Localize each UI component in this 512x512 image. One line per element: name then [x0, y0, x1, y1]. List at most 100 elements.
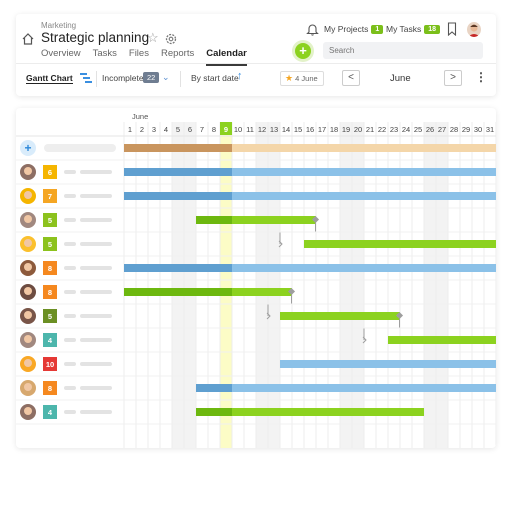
task-bar[interactable]	[124, 168, 496, 176]
avatar-face	[24, 167, 32, 175]
task-bar[interactable]	[280, 312, 400, 320]
subtask-count: 8	[48, 264, 52, 273]
milestone-diamond[interactable]	[287, 287, 296, 296]
dependency-arrow-icon	[278, 240, 283, 248]
gantt-icon[interactable]	[80, 73, 92, 83]
task-progress	[124, 192, 232, 200]
task-name-placeholder	[80, 362, 112, 366]
gantt-chart-card: June 1 2 3 4 5 6 7 8 9 10 11 12 13 14 15 16 17 18 19 20 21 22 2…	[16, 108, 496, 448]
subtask-count: 4	[48, 336, 53, 345]
tab-files[interactable]: Files	[128, 48, 149, 59]
task-bar[interactable]	[304, 240, 496, 248]
sort-dropdown[interactable]: By start date	[191, 73, 239, 83]
dependency-arrow-icon	[362, 336, 367, 344]
task-name-placeholder	[64, 170, 76, 174]
tab-calendar[interactable]: Calendar	[206, 48, 247, 66]
weekend-column	[268, 122, 280, 448]
day-label: 4	[164, 125, 168, 134]
milestone-diamond[interactable]	[395, 311, 404, 320]
today-column	[220, 122, 232, 448]
task-bar[interactable]	[196, 216, 316, 224]
day-label: 8	[212, 125, 216, 134]
task-bar[interactable]	[196, 408, 424, 416]
task-progress	[196, 384, 232, 392]
prev-month-button[interactable]: <	[342, 70, 360, 86]
toolbar-separator	[96, 71, 97, 87]
avatar-face	[24, 191, 32, 199]
task-progress	[196, 408, 232, 416]
avatar-face	[24, 359, 32, 367]
today-label: 4 June	[295, 74, 318, 83]
task-bar[interactable]	[124, 192, 496, 200]
task-bar[interactable]	[124, 264, 496, 272]
subtask-count-badge	[43, 333, 57, 347]
chevron-down-icon[interactable]: ⌄	[162, 72, 170, 82]
home-icon[interactable]	[21, 32, 35, 46]
tab-tasks[interactable]: Tasks	[92, 48, 117, 59]
my-tasks-label: My Tasks	[386, 24, 422, 34]
task-bar[interactable]	[280, 360, 496, 368]
my-projects-link[interactable]: My Projects 1	[324, 24, 384, 34]
today-marker	[220, 122, 232, 135]
day-label: 28	[450, 125, 458, 134]
today-button[interactable]: ★ 4 June	[280, 71, 324, 86]
plus-icon[interactable]: +	[24, 141, 31, 155]
breadcrumb[interactable]: Marketing	[41, 21, 77, 30]
more-options-icon[interactable]: ⋮	[475, 70, 487, 84]
day-label: 18	[330, 125, 338, 134]
sort-arrow-icon[interactable]: ↑	[237, 70, 243, 82]
task-name-placeholder	[64, 338, 76, 342]
page-title: Strategic planning	[41, 30, 150, 45]
month-header: June	[132, 112, 148, 121]
milestone-diamond[interactable]	[311, 215, 320, 224]
task-bar[interactable]	[388, 336, 496, 344]
task-name-placeholder	[80, 386, 112, 390]
day-label: 12	[258, 125, 266, 134]
subtask-count-badge	[43, 285, 57, 299]
task-name-placeholder	[64, 266, 76, 270]
task-name-placeholder	[80, 266, 112, 270]
day-label: 17	[318, 125, 326, 134]
avatar-face	[24, 383, 32, 391]
task-name-placeholder	[64, 218, 76, 222]
weekend-column	[172, 122, 184, 448]
bell-icon[interactable]	[306, 22, 319, 36]
star-icon[interactable]: ☆	[147, 30, 159, 45]
weekend-column	[184, 122, 196, 448]
day-label: 31	[486, 125, 494, 134]
add-button[interactable]: +	[295, 43, 311, 59]
gear-icon[interactable]	[164, 32, 178, 46]
add-task-button[interactable]	[20, 140, 36, 156]
filter-dropdown[interactable]: Incomplete	[102, 73, 144, 83]
subtask-count: 4	[48, 408, 53, 417]
task-progress	[124, 168, 232, 176]
tab-overview[interactable]: Overview	[41, 48, 81, 59]
day-label: 11	[246, 125, 254, 134]
task-bar[interactable]	[196, 384, 496, 392]
tab-reports[interactable]: Reports	[160, 48, 195, 59]
my-tasks-link[interactable]: My Tasks 18	[386, 24, 441, 34]
user-avatar[interactable]	[467, 22, 481, 37]
task-name-placeholder	[64, 386, 76, 390]
subtask-count: 7	[48, 192, 52, 201]
task-name-placeholder	[64, 362, 76, 366]
task-name-placeholder	[80, 338, 112, 342]
subtask-count: 5	[48, 240, 52, 249]
gantt-view-selector[interactable]: Gantt Chart	[26, 73, 73, 84]
day-label: 16	[306, 125, 314, 134]
task-name-placeholder	[80, 218, 112, 222]
bookmark-icon[interactable]	[447, 22, 457, 36]
summary-bar[interactable]	[124, 144, 496, 152]
project-header-card: Marketing Strategic planning ☆ Overview …	[16, 14, 496, 96]
subtask-count: 8	[48, 384, 52, 393]
my-projects-count: 1	[371, 24, 384, 34]
next-month-button[interactable]: >	[444, 70, 462, 86]
dependency-arrow-icon	[266, 312, 271, 320]
day-label: 3	[152, 125, 156, 134]
day-label: 5	[176, 125, 180, 134]
day-label: 6	[188, 125, 192, 134]
subtask-count: 5	[48, 312, 52, 321]
task-name-placeholder	[64, 194, 76, 198]
day-label: 7	[200, 125, 204, 134]
search-input[interactable]	[323, 42, 483, 59]
